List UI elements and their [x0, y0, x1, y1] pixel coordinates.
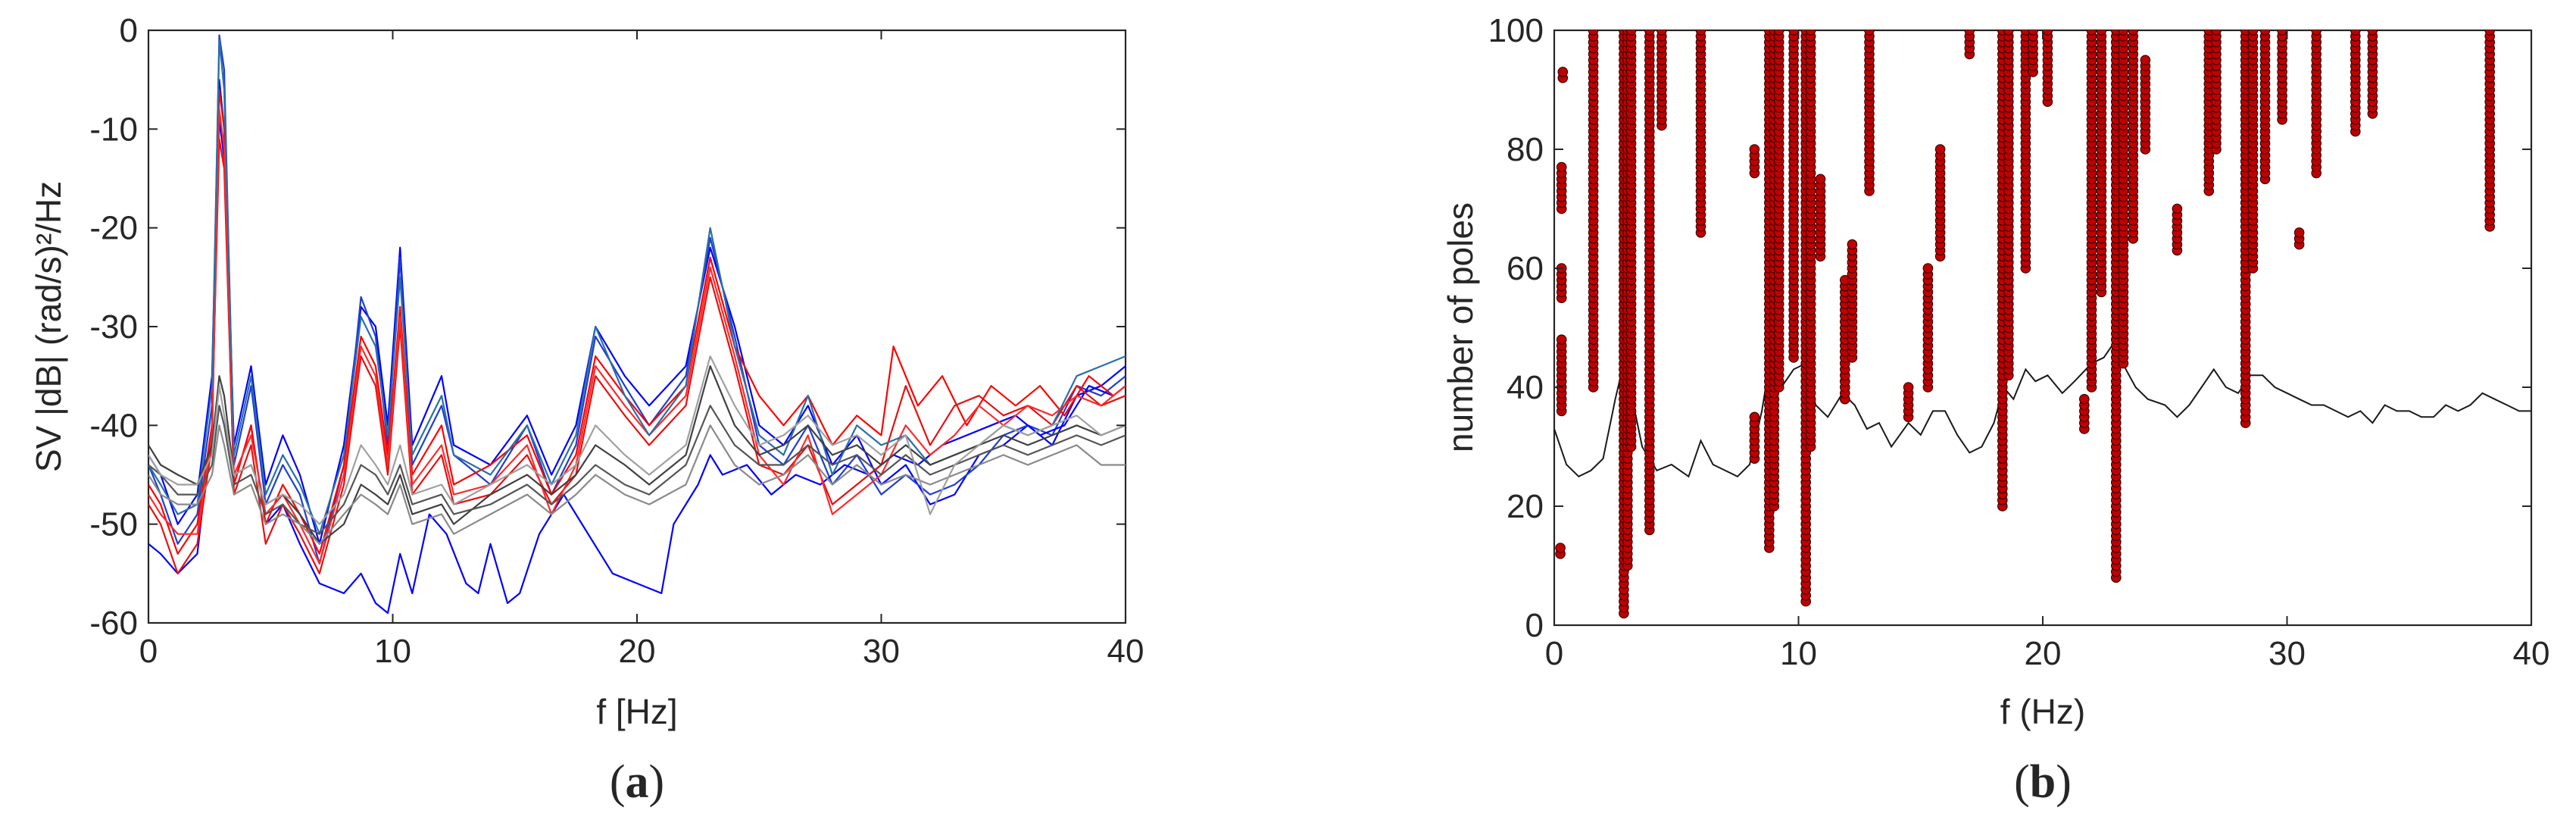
stable-pole [2211, 30, 2222, 36]
y-tick-label-a: -50 [89, 506, 138, 543]
x-axis-label-b: f (Hz) [2000, 692, 2085, 731]
stable-pole [2042, 30, 2053, 36]
stable-pole [2172, 203, 2183, 214]
panel-label-a: (a) [610, 756, 664, 808]
stable-pole [1749, 144, 1760, 155]
y-tick-label-a: 0 [120, 12, 138, 49]
stable-pole [1644, 30, 1655, 36]
stable-pole [1922, 263, 1934, 274]
stable-pole [2079, 393, 2090, 405]
stable-pole [1556, 334, 1567, 345]
plot-area-b [1553, 29, 2533, 627]
series-line-9 [148, 405, 1126, 535]
stable-pole [2118, 30, 2129, 36]
stable-pole [1556, 161, 1567, 173]
y-tick-label-b: 20 [1507, 488, 1544, 525]
stable-pole [1749, 411, 1760, 423]
x-tick-label-b: 40 [2513, 635, 2550, 672]
y-axis-label-a: SV |dB| (rad/s)²/Hz [29, 181, 68, 472]
x-tick-label-b: 30 [2268, 635, 2306, 672]
stable-pole [2028, 30, 2038, 36]
stable-pole [1656, 30, 1667, 36]
spectrum-line-group-b [1554, 337, 2531, 478]
stable-pole [2247, 30, 2259, 36]
x-tick-label-b: 10 [1780, 635, 1817, 672]
x-tick-label-a: 40 [1107, 633, 1144, 670]
y-tick-label-a: -10 [89, 111, 138, 148]
x-tick-label-b: 0 [1545, 635, 1563, 672]
y-axis-label-b: number of poles [1441, 202, 1480, 452]
stable-pole [2293, 227, 2305, 238]
series-line-10 [148, 424, 1126, 545]
stable-pole [1588, 30, 1599, 36]
series-group-a [148, 34, 1126, 615]
panel-a: 0 10 20 30 40 -60 -50 -40 -30 -20 -10 0 f [Hz] SV |… [29, 12, 1144, 808]
stable-pole [1903, 382, 1914, 393]
stable-pole [1773, 30, 1784, 36]
stable-pole [1695, 30, 1706, 36]
x-tick-label-a: 10 [374, 633, 411, 670]
y-tick-label-b: 100 [1488, 12, 1544, 49]
stable-pole [1847, 239, 1858, 250]
stable-pole [2259, 30, 2271, 36]
stable-pole [1864, 30, 1875, 36]
panel-letter-b: b [2030, 756, 2056, 808]
stable-pole [1788, 30, 1799, 36]
stable-pole [2096, 30, 2107, 36]
spectrum-line [1554, 337, 2531, 478]
plot-area-a [147, 29, 1127, 624]
x-axis-label-a: f [Hz] [596, 692, 677, 731]
panel-letter-a: a [626, 756, 649, 808]
y-tick-label-a: -30 [89, 308, 138, 346]
y-tick-label-b: 80 [1507, 131, 1544, 168]
series-line-1 [148, 79, 1126, 545]
x-tick-label-a: 20 [619, 633, 656, 670]
stable-pole [1805, 30, 1816, 36]
stable-pole [1555, 543, 1566, 553]
y-tick-label-b: 0 [1525, 607, 1544, 644]
stable-pole [2140, 55, 2151, 66]
y-tick-label-b: 40 [1507, 369, 1544, 406]
stable-pole [2003, 30, 2014, 36]
stable-pole [2311, 30, 2322, 36]
stable-pole [1557, 67, 1569, 77]
axes-b: 0 10 20 30 40 0 20 40 60 80 100 [1488, 12, 2550, 672]
panel-b: 0 10 20 30 40 0 20 40 60 80 100 f (Hz) number of p… [1441, 12, 2549, 808]
y-tick-label-b: 60 [1507, 250, 1544, 287]
y-tick-label-a: -60 [89, 605, 138, 642]
stable-pole [2086, 30, 2097, 36]
stable-pole [2277, 30, 2287, 36]
axes-a: 0 10 20 30 40 -60 -50 -40 -30 -20 -10 0 [89, 12, 1144, 670]
stabilization-poles-group [1555, 30, 2495, 619]
panel-label-b: (b) [2014, 756, 2072, 808]
stable-pole [1964, 30, 1975, 36]
x-tick-label-a: 30 [863, 633, 900, 670]
stable-pole [2128, 30, 2139, 36]
stable-pole [1815, 174, 1826, 185]
stable-pole [2350, 30, 2361, 36]
x-tick-label-b: 20 [2025, 635, 2062, 672]
series-line-11 [148, 355, 1126, 525]
x-tick-label-a: 0 [139, 633, 158, 670]
stable-pole [2367, 30, 2378, 36]
y-tick-label-a: -40 [89, 407, 138, 444]
stable-pole [1934, 144, 1946, 155]
stable-pole [2484, 30, 2495, 36]
stable-pole [1625, 30, 1637, 36]
y-tick-label-a: -20 [89, 210, 138, 247]
